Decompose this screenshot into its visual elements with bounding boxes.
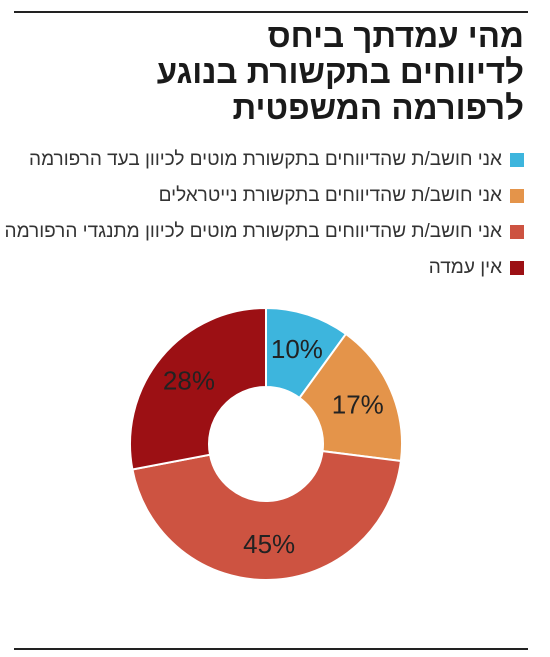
slice-pro-reform-label: 10% xyxy=(271,334,323,364)
legend-swatch-orange xyxy=(510,189,524,203)
legend-item-pro-reform: אני חושב/ת שהדיווחים בתקשורת מוטים לכיוו… xyxy=(24,148,524,172)
slice-no-opinion-label: 28% xyxy=(163,365,215,395)
legend-label: אני חושב/ת שהדיווחים בתקשורת מוטים לכיוו… xyxy=(4,221,502,242)
bottom-rule xyxy=(14,648,528,650)
legend-swatch-red xyxy=(510,225,524,239)
legend-swatch-darkred xyxy=(510,261,524,275)
slice-neutral xyxy=(298,332,403,463)
chart-title: מהי עמדתך ביחס לדיווחים בתקשורת בנוגע לר… xyxy=(44,18,524,126)
slice-neutral-label: 17% xyxy=(332,389,384,419)
title-line-2: לדיווחים בתקשורת בנוגע xyxy=(156,53,524,90)
legend-label: אני חושב/ת שהדיווחים בתקשורת מוטים לכיוו… xyxy=(29,149,502,170)
legend-label: אני חושב/ת שהדיווחים בתקשורת נייטראלים xyxy=(158,185,502,206)
legend-label: אין עמדה xyxy=(428,257,502,278)
title-line-1: מהי עמדתך ביחס xyxy=(267,17,524,54)
legend-item-anti-reform: אני חושב/ת שהדיווחים בתקשורת מוטים לכיוו… xyxy=(5,220,524,244)
top-rule xyxy=(14,11,528,13)
slice-anti-reform-label: 45% xyxy=(243,529,295,559)
title-line-3: לרפורמה המשפטית xyxy=(232,89,524,126)
legend-item-neutral: אני חושב/ת שהדיווחים בתקשורת נייטראלים xyxy=(24,184,524,208)
legend-swatch-blue xyxy=(510,153,524,167)
slice-no-opinion xyxy=(129,306,267,471)
legend: אני חושב/ת שהדיווחים בתקשורת מוטים לכיוו… xyxy=(5,148,524,292)
legend-item-no-opinion: אין עמדה xyxy=(24,256,524,280)
slice-anti-reform xyxy=(131,450,403,581)
